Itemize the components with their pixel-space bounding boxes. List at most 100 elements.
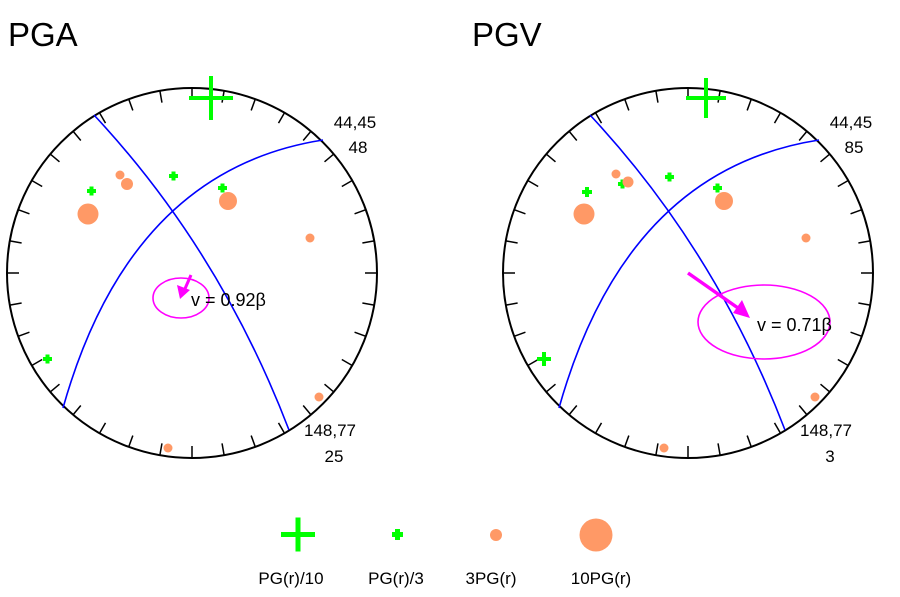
azimuth-tick bbox=[858, 302, 871, 306]
azimuth-tick bbox=[798, 405, 808, 416]
azimuth-tick bbox=[568, 130, 578, 141]
small-plus-marker bbox=[618, 179, 627, 189]
azimuth-tick bbox=[302, 130, 312, 141]
azimuth-tick bbox=[858, 240, 871, 244]
small-circle-marker bbox=[305, 233, 315, 243]
azimuth-tick bbox=[324, 153, 335, 163]
small-circle-marker bbox=[163, 443, 173, 453]
stereonet-ticks-pga bbox=[7, 88, 377, 458]
azimuth-tick bbox=[545, 383, 556, 393]
azimuth-tick bbox=[159, 443, 163, 456]
azimuth-tick bbox=[341, 179, 353, 188]
azimuth-tick bbox=[72, 405, 82, 416]
small-circle-marker bbox=[115, 170, 125, 180]
nodal-plane-1-pgv bbox=[589, 114, 786, 431]
azimuth-tick bbox=[250, 435, 256, 448]
small-circle-marker bbox=[659, 443, 669, 453]
azimuth-tick bbox=[128, 435, 134, 448]
plane-label-upper-top-pgv: 44,45 bbox=[830, 113, 873, 132]
stereonet-ticks-pgv bbox=[503, 88, 873, 458]
azimuth-tick bbox=[72, 130, 82, 141]
azimuth-tick bbox=[773, 112, 782, 124]
small-plus-marker bbox=[665, 172, 674, 182]
azimuth-tick bbox=[717, 443, 721, 456]
legend-label-large-circle: 10PG(r) bbox=[571, 569, 631, 588]
velocity-arrow-head-pgv bbox=[733, 300, 750, 318]
azimuth-tick bbox=[505, 240, 518, 244]
large-circle-marker bbox=[715, 192, 733, 210]
azimuth-tick bbox=[773, 422, 782, 434]
azimuth-tick bbox=[49, 383, 60, 393]
azimuth-tick bbox=[568, 405, 578, 416]
plane-label-upper-top-pga: 44,45 bbox=[334, 113, 377, 132]
azimuth-tick bbox=[820, 383, 831, 393]
plane-label-lower-bottom-pgv: 3 bbox=[825, 447, 834, 466]
azimuth-tick bbox=[250, 98, 256, 111]
azimuth-tick bbox=[277, 422, 286, 434]
small-circle-marker bbox=[801, 233, 811, 243]
small-circle-marker bbox=[121, 178, 133, 190]
legend-large-plus-symbol bbox=[281, 517, 315, 552]
plane-label-lower-top-pga: 148,77 bbox=[304, 421, 356, 440]
velocity-uncertainty-ellipse-pgv bbox=[697, 284, 831, 360]
plane-label-lower-bottom-pga: 25 bbox=[325, 447, 344, 466]
azimuth-tick bbox=[505, 302, 518, 306]
legend-large-circle-symbol bbox=[579, 518, 613, 552]
azimuth-tick bbox=[354, 331, 367, 337]
small-circle-marker bbox=[611, 169, 621, 179]
panel-pga: PGA v = 0.92β 44,45 48 148,77 25 bbox=[6, 16, 378, 466]
small-circle-marker bbox=[314, 392, 324, 402]
small-circle-marker bbox=[622, 176, 634, 188]
small-plus-marker bbox=[87, 186, 96, 196]
azimuth-tick bbox=[798, 130, 808, 141]
large-circle-marker bbox=[573, 203, 595, 225]
plane-label-upper-bottom-pga: 48 bbox=[349, 138, 368, 157]
plane-label-lower-top-pgv: 148,77 bbox=[800, 421, 852, 440]
large-circle-marker bbox=[77, 203, 99, 225]
azimuth-tick bbox=[545, 153, 556, 163]
azimuth-tick bbox=[746, 98, 752, 111]
azimuth-tick bbox=[362, 302, 375, 306]
azimuth-tick bbox=[655, 90, 659, 103]
small-plus-marker bbox=[537, 352, 551, 366]
velocity-uncertainty-ellipse-pga bbox=[152, 277, 210, 319]
large-plus-marker bbox=[686, 78, 726, 118]
small-plus-marker bbox=[43, 354, 52, 364]
azimuth-tick bbox=[624, 435, 630, 448]
azimuth-tick bbox=[362, 240, 375, 244]
nodal-plane-2-pga bbox=[62, 139, 324, 409]
azimuth-tick bbox=[159, 90, 163, 103]
azimuth-tick bbox=[324, 383, 335, 393]
azimuth-tick bbox=[354, 209, 367, 215]
small-plus-marker bbox=[713, 183, 722, 193]
velocity-arrow-head-pga bbox=[177, 285, 190, 299]
azimuth-tick bbox=[31, 179, 43, 188]
azimuth-tick bbox=[302, 405, 312, 416]
azimuth-tick bbox=[594, 422, 603, 434]
azimuth-tick bbox=[98, 112, 107, 124]
azimuth-tick bbox=[594, 112, 603, 124]
nodal-plane-1-pga bbox=[93, 114, 290, 431]
azimuth-tick bbox=[17, 331, 30, 337]
azimuth-tick bbox=[527, 179, 539, 188]
azimuth-tick bbox=[49, 153, 60, 163]
velocity-arrow-pgv bbox=[686, 271, 740, 310]
azimuth-tick bbox=[31, 358, 43, 367]
velocity-label-pga: v = 0.92β bbox=[191, 290, 266, 310]
panel-title-pgv: PGV bbox=[472, 16, 542, 53]
azimuth-tick bbox=[624, 98, 630, 111]
small-plus-marker bbox=[218, 183, 227, 193]
legend: PG(r)/10 PG(r)/3 3PG(r) 10PG(r) bbox=[258, 517, 631, 588]
nodal-plane-2-pgv bbox=[558, 139, 820, 409]
panel-title-pga: PGA bbox=[8, 16, 78, 53]
azimuth-tick bbox=[9, 302, 22, 306]
azimuth-tick bbox=[850, 209, 863, 215]
azimuth-tick bbox=[820, 153, 831, 163]
azimuth-tick bbox=[655, 443, 659, 456]
legend-label-large-plus: PG(r)/10 bbox=[258, 569, 323, 588]
azimuth-tick bbox=[221, 443, 225, 456]
velocity-label-pgv: v = 0.71β bbox=[757, 315, 832, 335]
plane-label-upper-bottom-pgv: 85 bbox=[845, 138, 864, 157]
legend-small-plus-symbol bbox=[392, 529, 403, 540]
azimuth-tick bbox=[850, 331, 863, 337]
